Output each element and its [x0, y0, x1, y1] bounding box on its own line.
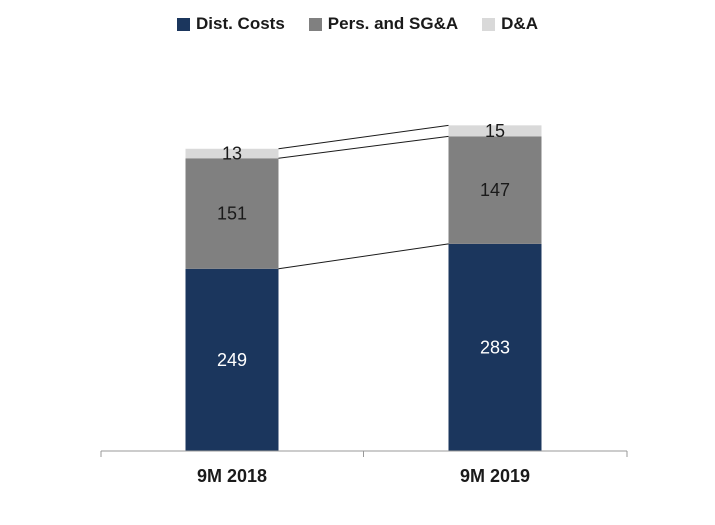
- legend-item-pers-sga: Pers. and SG&A: [308, 14, 459, 34]
- bar-9m-2019-1: [448, 136, 542, 244]
- connector-line-1: [278, 135, 449, 159]
- bar-9m-2019-2: [448, 125, 542, 137]
- connector-line-0: [278, 243, 449, 270]
- x-tick-label-0: 9M 2018: [197, 466, 267, 486]
- data-label-1-1: 147: [480, 180, 510, 200]
- legend-label-pers-sga: Pers. and SG&A: [327, 14, 459, 33]
- legend-item-da: D&A: [482, 14, 538, 34]
- data-label-0-0: 249: [217, 350, 247, 370]
- legend-swatch-pers-sga: [308, 17, 322, 31]
- data-label-0-1: 151: [217, 204, 247, 224]
- bar-9m-2018-1: [185, 158, 279, 269]
- bar-9m-2018-0: [185, 268, 279, 451]
- legend-swatch-dist-costs: [176, 17, 190, 31]
- x-tick-label-1: 9M 2019: [460, 466, 530, 486]
- legend-label-dist-costs: Dist. Costs: [195, 14, 285, 33]
- legend-label-da: D&A: [501, 14, 538, 33]
- bar-9m-2019-0: [448, 243, 542, 451]
- legend: Dist. Costs Pers. and SG&A D&A: [0, 14, 715, 34]
- data-label-1-0: 283: [480, 337, 510, 357]
- connector-line-2: [278, 124, 449, 150]
- bar-9m-2018-2: [185, 148, 279, 159]
- data-label-0-2: 13: [222, 144, 242, 164]
- legend-item-dist-costs: Dist. Costs: [176, 14, 285, 34]
- data-label-1-2: 15: [485, 121, 505, 141]
- legend-swatch-da: [482, 17, 496, 31]
